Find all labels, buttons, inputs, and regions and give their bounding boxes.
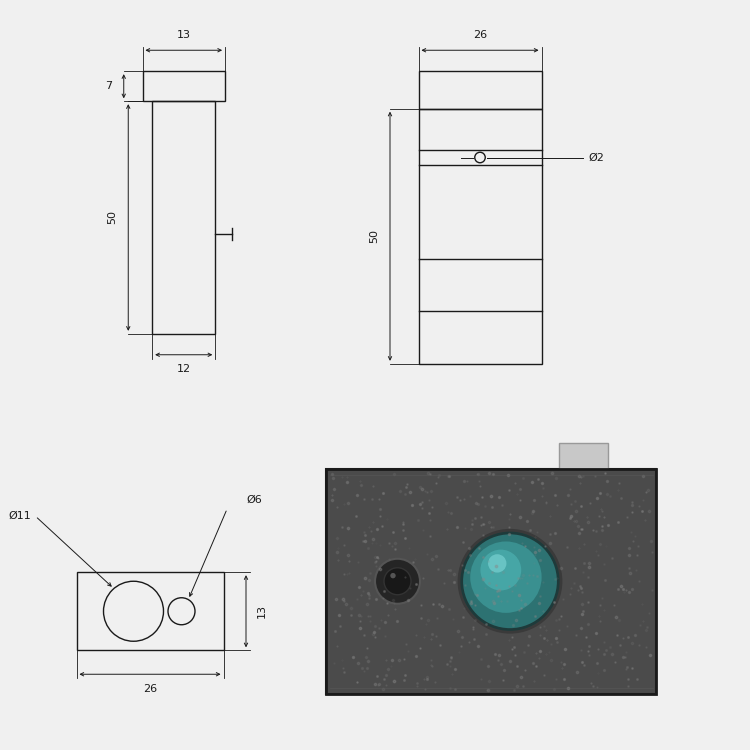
Circle shape [384,568,411,595]
Text: 13: 13 [177,31,190,40]
Circle shape [459,530,561,632]
Circle shape [375,559,420,604]
Text: Ø2: Ø2 [589,152,604,163]
Text: 13: 13 [256,604,266,618]
Polygon shape [559,442,608,469]
Text: Ø11: Ø11 [9,511,32,521]
Text: 7: 7 [105,81,112,92]
Text: 26: 26 [473,31,487,40]
Circle shape [390,573,396,578]
Polygon shape [326,469,656,694]
Circle shape [488,554,506,572]
Text: Ø6: Ø6 [246,495,262,505]
Circle shape [481,550,521,590]
Text: 26: 26 [143,684,157,694]
Circle shape [470,542,542,613]
Text: 12: 12 [177,364,190,374]
Text: 50: 50 [107,211,117,224]
Text: 50: 50 [369,230,379,243]
Circle shape [463,534,557,628]
